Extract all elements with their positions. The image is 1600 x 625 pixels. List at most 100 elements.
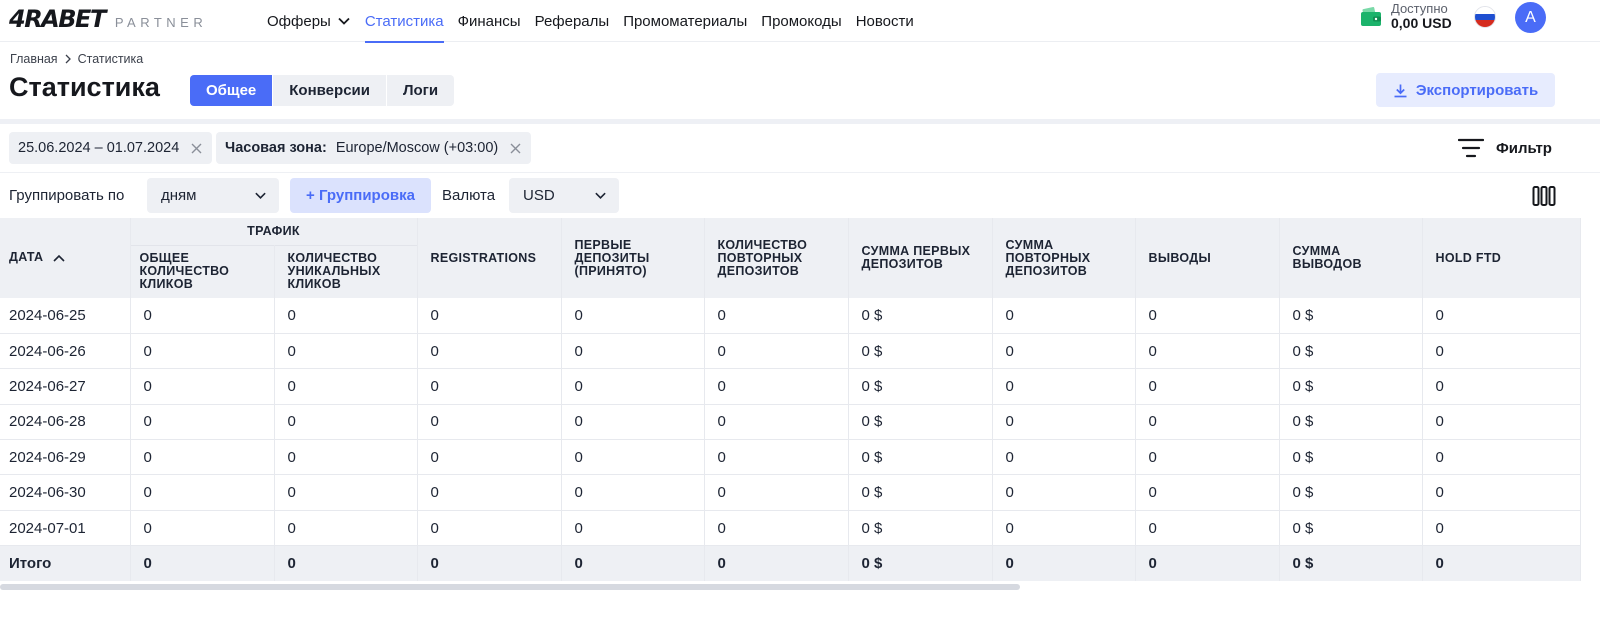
nav-item-offers[interactable]: Офферы xyxy=(267,0,351,42)
nav-item-label: Офферы xyxy=(267,12,331,30)
close-icon[interactable] xyxy=(191,143,202,154)
timezone-label: Часовая зона: xyxy=(225,140,327,156)
logo-text: 4RABET xyxy=(9,5,106,33)
table-cell: 0 xyxy=(274,439,418,476)
table-row: 2024-06-25 0 0 0 0 0 0 $0 0 0 $0 xyxy=(0,298,1581,334)
column-header[interactable]: Выводы xyxy=(1135,218,1280,298)
download-icon xyxy=(1394,84,1407,97)
table-cell: 0 xyxy=(417,510,562,547)
table-cell: 0 xyxy=(1422,404,1581,441)
column-header[interactable]: Количество повторных депозитов xyxy=(704,218,849,298)
date-cell: 2024-06-27 xyxy=(0,368,131,405)
export-button[interactable]: Экспортировать xyxy=(1376,73,1555,107)
table-cell: 0 $ xyxy=(848,404,993,441)
timezone-chip[interactable]: Часовая зона: Europe/Moscow (+03:00) xyxy=(216,132,532,164)
column-header[interactable]: Первые депозиты (принято) xyxy=(561,218,705,298)
table-cell: 0 xyxy=(992,439,1136,476)
column-header[interactable]: Сумма повторных депозитов xyxy=(992,218,1136,298)
table-cell: 0 xyxy=(130,510,275,547)
table-cell: 0 xyxy=(1422,510,1581,547)
tab-conversions[interactable]: Конверсии xyxy=(273,75,387,106)
table-cell: 0 xyxy=(417,404,562,441)
ru-flag-icon[interactable] xyxy=(1474,6,1496,28)
page-title: Статистика xyxy=(9,72,160,102)
top-navigation-bar: 4RABET PARTNER Офферы Статистика Финансы… xyxy=(0,0,1600,43)
nav-item-news[interactable]: Новости xyxy=(856,0,914,42)
column-header[interactable]: Hold FTD xyxy=(1422,218,1581,298)
sort-ascending-icon[interactable] xyxy=(53,252,65,265)
table-cell: 0 xyxy=(704,368,849,405)
chevron-right-icon xyxy=(65,54,71,64)
statistics-table-container[interactable]: Дата Трафик Registrations Первые депозит… xyxy=(0,218,1600,581)
table-cell: 0 xyxy=(561,368,705,405)
table-total-row: Итого 0 0 0 0 0 0 $0 0 0 $0 xyxy=(0,545,1581,581)
columns-icon[interactable] xyxy=(1532,185,1556,207)
column-header[interactable]: Количество уникальных кликов xyxy=(274,244,418,298)
table-cell: 0 $ xyxy=(848,510,993,547)
table-cell: 0 $ xyxy=(848,298,993,334)
table-row: 2024-06-29 0 0 0 0 0 0 $0 0 0 $0 xyxy=(0,439,1581,476)
nav-item-label: Промокоды xyxy=(761,12,842,30)
column-header[interactable]: Сумма первых депозитов xyxy=(848,218,993,298)
group-by-label: Группировать по xyxy=(9,187,125,204)
table-cell: 0 $ xyxy=(848,545,993,581)
table-row: 2024-06-27 0 0 0 0 0 0 $0 0 0 $0 xyxy=(0,368,1581,405)
table-cell: 0 xyxy=(1135,474,1280,511)
table-cell: 0 xyxy=(704,545,849,581)
breadcrumb-home[interactable]: Главная xyxy=(10,52,58,66)
filter-button[interactable]: Фильтр xyxy=(1458,137,1552,159)
table-cell: 0 xyxy=(704,474,849,511)
table-cell: 0 xyxy=(130,368,275,405)
date-range-chip[interactable]: 25.06.2024 – 01.07.2024 xyxy=(9,132,213,164)
statistics-table: Дата Трафик Registrations Первые депозит… xyxy=(0,218,1581,581)
table-cell: 0 xyxy=(274,404,418,441)
column-header[interactable]: Registrations xyxy=(417,218,562,298)
table-cell: 0 xyxy=(1135,545,1280,581)
nav-item-promo-materials[interactable]: Промоматериалы xyxy=(623,0,747,42)
horizontal-scrollbar[interactable] xyxy=(0,584,1020,590)
table-cell: 0 xyxy=(130,439,275,476)
balance-label: Доступно xyxy=(1391,1,1448,16)
table-cell: 0 xyxy=(417,439,562,476)
avatar[interactable]: A xyxy=(1515,2,1546,33)
nav-item-statistics[interactable]: Статистика xyxy=(364,0,444,43)
table-cell: 0 xyxy=(561,510,705,547)
filter-label: Фильтр xyxy=(1496,139,1552,157)
table-cell: 0 xyxy=(561,333,705,370)
nav-item-promocodes[interactable]: Промокоды xyxy=(761,0,841,42)
table-cell: 0 xyxy=(1422,474,1581,511)
table-cell: 0 xyxy=(561,545,705,581)
balance-display[interactable]: Доступно 0,00 USD xyxy=(1391,1,1452,31)
nav-item-label: Статистика xyxy=(364,12,444,30)
wallet-icon[interactable] xyxy=(1360,6,1382,28)
table-cell: 0 xyxy=(274,510,418,547)
column-header[interactable]: Общее количество кликов xyxy=(130,244,275,298)
brand-logo[interactable]: 4RABET PARTNER xyxy=(9,5,207,35)
table-row: 2024-06-28 0 0 0 0 0 0 $0 0 0 $0 xyxy=(0,404,1581,441)
nav-item-referrals[interactable]: Рефералы xyxy=(535,0,610,42)
table-cell: 0 $ xyxy=(1279,510,1423,547)
filter-icon xyxy=(1458,138,1484,158)
table-cell: 0 xyxy=(1135,368,1280,405)
table-row: 2024-06-26 0 0 0 0 0 0 $0 0 0 $0 xyxy=(0,333,1581,370)
table-cell: 0 xyxy=(130,298,275,334)
tab-general[interactable]: Общее xyxy=(190,75,274,106)
currency-select[interactable]: USD xyxy=(509,178,619,213)
table-cell: 0 xyxy=(417,474,562,511)
tab-logs[interactable]: Логи xyxy=(402,82,439,99)
table-cell: 0 xyxy=(1422,333,1581,370)
table-cell: 0 $ xyxy=(1279,333,1423,370)
column-header[interactable]: Сумма выводов xyxy=(1279,218,1423,298)
table-cell: 0 $ xyxy=(1279,474,1423,511)
close-icon[interactable] xyxy=(510,143,521,154)
group-by-select[interactable]: дням xyxy=(147,178,279,213)
nav-item-finances[interactable]: Финансы xyxy=(458,0,521,42)
add-grouping-button[interactable]: + Группировка xyxy=(290,178,431,213)
nav-item-label: Рефералы xyxy=(534,12,610,30)
column-header-date[interactable]: Дата xyxy=(0,218,131,298)
table-cell: 0 xyxy=(417,333,562,370)
table-cell: 0 xyxy=(1135,298,1280,334)
view-tabs: Общее Конверсии Логи xyxy=(190,75,455,106)
table-cell: 0 xyxy=(1135,404,1280,441)
table-cell: 0 $ xyxy=(1279,439,1423,476)
